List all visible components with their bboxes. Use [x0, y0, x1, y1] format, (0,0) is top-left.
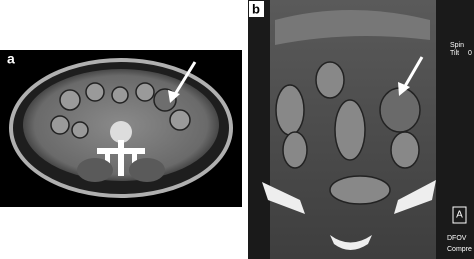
organ	[275, 10, 430, 45]
spine	[97, 121, 145, 176]
pelvis	[262, 180, 436, 250]
label-box	[249, 1, 264, 17]
muscles	[77, 158, 165, 182]
bowel	[50, 82, 191, 139]
overlay-text: Spin Tilt 0 A DFOV Compre	[447, 42, 472, 253]
overlay: Tilt	[450, 50, 459, 57]
arrow-head	[398, 82, 410, 96]
overlay: 0	[468, 50, 472, 57]
arrow	[172, 61, 197, 97]
panel-label: a	[7, 51, 15, 67]
bowel	[275, 61, 421, 205]
orientation-box	[452, 206, 467, 224]
overlay: A	[456, 210, 463, 221]
overlay: Compre	[447, 246, 472, 253]
overlay: Spin	[450, 42, 464, 49]
overlay: DFOV	[447, 235, 467, 242]
panel-a: a	[0, 50, 242, 207]
fat	[248, 0, 270, 259]
arrow-head	[168, 90, 180, 103]
panel-label: b	[252, 1, 260, 16]
arrow	[402, 56, 424, 89]
fat	[436, 0, 474, 259]
panel-b: b Spin Tilt 0 A DFOV Compre	[248, 0, 474, 259]
